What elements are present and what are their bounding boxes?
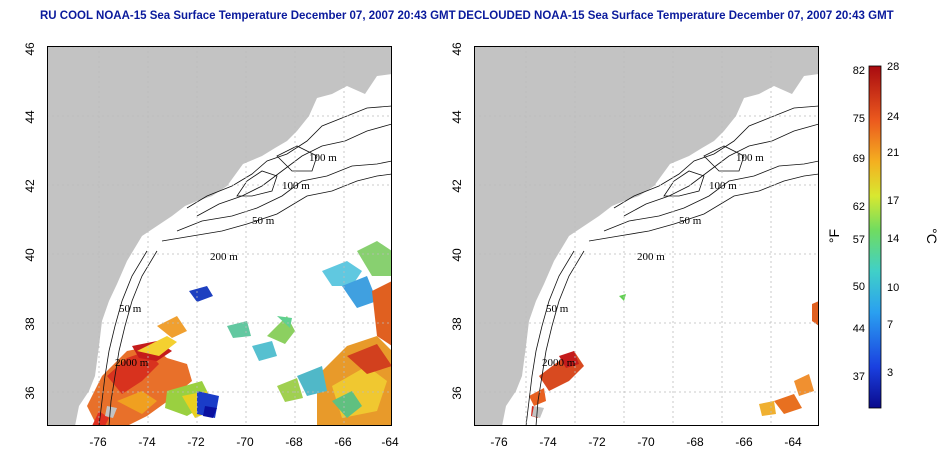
- left-panel-title: RU COOL NOAA-15 Sea Surface Temperature …: [40, 10, 456, 22]
- y-tick: 38: [23, 317, 37, 331]
- x-tick: -74: [138, 435, 156, 449]
- y-tick: 42: [23, 179, 37, 193]
- y-tick: 44: [450, 110, 464, 124]
- map-frame: [47, 46, 392, 426]
- c-tick: 3: [887, 367, 893, 379]
- c-tick: 7: [887, 319, 893, 331]
- f-tick: 50: [853, 281, 865, 293]
- contour-label-100m-b: 100 m: [709, 180, 737, 192]
- contour-label-200m: 200 m: [210, 251, 238, 263]
- y-tick: 36: [23, 386, 37, 400]
- x-tick: -68: [686, 435, 704, 449]
- colorbar-f-ticks: 82 75 69 62 57 50 44 37: [853, 65, 865, 383]
- y-tick: 46: [23, 42, 37, 56]
- x-tick: -70: [236, 435, 254, 449]
- x-tick: -72: [588, 435, 606, 449]
- celsius-unit-label: °C: [924, 228, 940, 244]
- c-tick: 28: [887, 61, 899, 73]
- right-panel-title: DECLOUDED NOAA-15 Sea Surface Temperatur…: [458, 10, 894, 22]
- contour-label-200m: 200 m: [637, 251, 665, 263]
- f-tick: 62: [853, 201, 865, 213]
- y-tick: 44: [23, 110, 37, 124]
- c-tick: 10: [887, 282, 899, 294]
- land: [474, 46, 819, 426]
- y-tick: 38: [450, 317, 464, 331]
- x-tick: -76: [490, 435, 508, 449]
- f-tick: 37: [853, 371, 865, 383]
- f-tick: 57: [853, 234, 865, 246]
- x-tick: -64: [381, 435, 399, 449]
- f-tick: 75: [853, 113, 865, 125]
- contour-label-2000m: 2000 m: [115, 357, 149, 369]
- bathymetry-contours: [525, 105, 819, 426]
- x-tick: -66: [735, 435, 753, 449]
- fahrenheit-unit-label: °F: [826, 229, 842, 243]
- c-tick: 21: [887, 147, 899, 159]
- c-tick: 24: [887, 111, 899, 123]
- y-tick: 40: [23, 248, 37, 262]
- right-map: 100 m 100 m 50 m 200 m 50 m 2000 m: [474, 46, 819, 426]
- y-tick: 40: [450, 248, 464, 262]
- x-tick: -74: [539, 435, 557, 449]
- contour-label-100m-a: 100 m: [736, 152, 764, 164]
- map-frame: [474, 46, 819, 426]
- contour-label-50m-a: 50 m: [252, 215, 275, 227]
- x-tick: -76: [89, 435, 107, 449]
- f-tick: 82: [853, 65, 865, 77]
- land: [47, 46, 392, 426]
- x-tick: -66: [334, 435, 352, 449]
- contour-label-50m-b: 50 m: [119, 303, 142, 315]
- y-tick: 36: [450, 386, 464, 400]
- x-tick: -72: [187, 435, 205, 449]
- contour-label-50m-a: 50 m: [679, 215, 702, 227]
- contour-label-100m-b: 100 m: [282, 180, 310, 192]
- right-map-panel: 100 m 100 m 50 m 200 m 50 m 2000 m: [474, 46, 819, 426]
- x-tick: -70: [637, 435, 655, 449]
- colorbar: 82 75 69 62 57 50 44 37 28 24 21 17 14 1…: [826, 61, 940, 409]
- c-tick: 17: [887, 195, 899, 207]
- f-tick: 44: [853, 323, 865, 335]
- sst-patches: [87, 241, 392, 426]
- f-tick: 69: [853, 153, 865, 165]
- colorbar-c-ticks: 28 24 21 17 14 10 7 3: [887, 61, 899, 379]
- contour-label-2000m: 2000 m: [542, 357, 576, 369]
- left-map: 100 m 100 m 50 m 200 m 50 m 2000 m: [47, 46, 392, 426]
- y-tick: 46: [450, 42, 464, 56]
- sst-patches: [529, 294, 819, 418]
- x-tick: -64: [784, 435, 802, 449]
- contour-label-100m-a: 100 m: [309, 152, 337, 164]
- contour-label-50m-b: 50 m: [546, 303, 569, 315]
- y-tick: 42: [450, 179, 464, 193]
- x-tick: -68: [285, 435, 303, 449]
- grid: [47, 46, 392, 426]
- left-map-panel: 100 m 100 m 50 m 200 m 50 m 2000 m: [47, 46, 392, 426]
- bathymetry-contours: [98, 105, 392, 426]
- c-tick: 14: [887, 233, 899, 245]
- grid: [474, 46, 819, 426]
- colorbar-ramp: [868, 65, 882, 409]
